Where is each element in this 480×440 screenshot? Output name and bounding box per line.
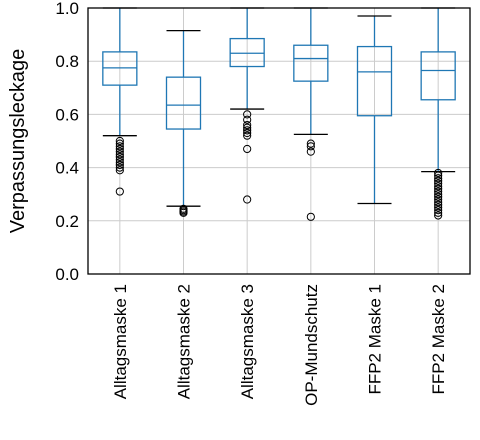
outlier-point (306, 142, 315, 151)
outlier-point (115, 144, 124, 154)
iqr-box (293, 44, 329, 82)
x-tick-label: Alltagsmaske 1 (111, 284, 130, 399)
x-tick-label: Alltagsmaske 2 (175, 284, 194, 399)
outlier-point (243, 131, 252, 140)
outlier-point (434, 171, 443, 180)
outlier-point (434, 208, 443, 217)
outlier-point (115, 139, 124, 148)
outlier-point (434, 168, 443, 178)
outlier-point (243, 128, 252, 138)
outlier-point (434, 200, 443, 209)
outlier-point (115, 187, 124, 196)
outlier-point (434, 206, 443, 215)
outlier-point (115, 160, 124, 170)
outlier-point (115, 155, 124, 164)
outlier-point (115, 150, 124, 159)
plot-frame (87, 7, 471, 275)
y-tick-label: 0.0 (55, 265, 79, 284)
x-tick-label: FFP2 Maske 1 (366, 284, 385, 395)
y-tick-label: 0.2 (55, 212, 79, 231)
iqr-box (420, 51, 456, 101)
box-2 (165, 29, 202, 217)
y-tick-label: 0.8 (55, 52, 79, 71)
outlier-point (243, 195, 252, 204)
iqr-box (165, 76, 202, 130)
iqr-box (356, 45, 393, 117)
outlier-point (115, 142, 124, 151)
x-tick-label: Alltagsmaske 3 (238, 284, 257, 399)
outlier-point (115, 166, 124, 175)
outlier-point (115, 152, 124, 162)
outlier-point (243, 115, 252, 124)
iqr-box (229, 37, 265, 68)
grid-layer (88, 7, 470, 275)
outlier-point (434, 211, 443, 220)
y-tick-label: 1.0 (55, 0, 79, 18)
outlier-point (115, 163, 124, 172)
x-tick-label: OP-Mundschutz (302, 284, 321, 406)
outlier-point (306, 147, 315, 156)
outlier-point (306, 212, 315, 221)
outlier-point (434, 176, 443, 185)
y-tick-label: 0.4 (55, 159, 79, 178)
outlier-point (434, 179, 443, 188)
box-1 (102, 7, 138, 196)
outlier-point (434, 174, 443, 183)
box-6 (420, 7, 456, 220)
outlier-point (243, 123, 252, 132)
outlier-point (434, 184, 443, 193)
y-axis-title: Verpassungsleckage (7, 49, 29, 234)
outlier-point (434, 190, 443, 199)
outlier-point (434, 192, 443, 201)
outlier-point (306, 139, 315, 148)
ticks-layer: 0.0 0.2 0.4 0.6 0.8 1.0 Alltagsmaske 1 Alltagsm… (55, 0, 448, 406)
outlier-point (434, 182, 443, 191)
outlier-point (115, 136, 124, 146)
outlier-point (434, 195, 443, 204)
outlier-point (179, 208, 188, 217)
outlier-point (243, 126, 252, 135)
iqr-box (102, 51, 138, 86)
x-tick-label: FFP2 Maske 2 (429, 284, 448, 395)
outlier-point (243, 110, 252, 119)
outlier-point (434, 187, 443, 196)
y-tick-label: 0.6 (55, 105, 79, 124)
outlier-point (243, 120, 252, 130)
outlier-point (243, 144, 252, 154)
outlier-point (115, 147, 124, 156)
outlier-point (115, 158, 124, 167)
box-5 (356, 15, 393, 205)
outlier-point (434, 203, 443, 212)
outlier-point (434, 198, 443, 207)
boxes-layer (102, 7, 456, 221)
